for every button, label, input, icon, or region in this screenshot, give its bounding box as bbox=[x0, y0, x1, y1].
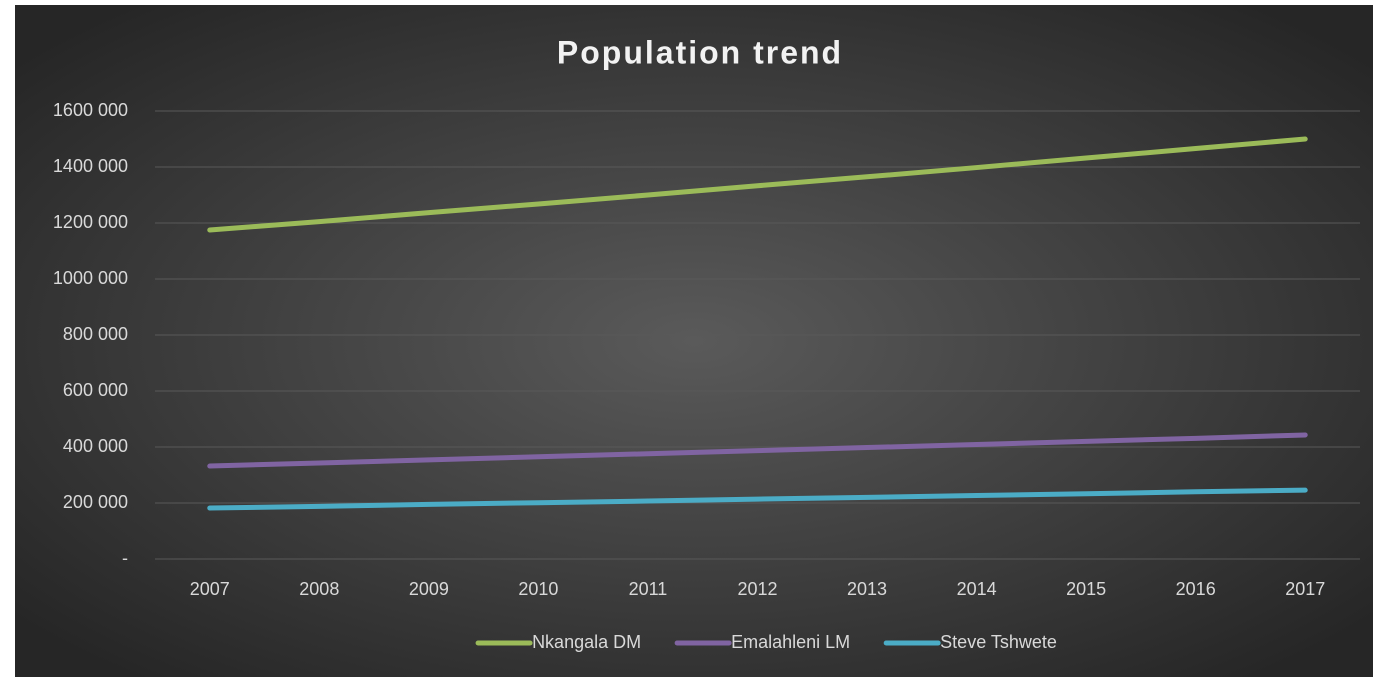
chart-title: Population trend bbox=[557, 34, 843, 70]
x-tick-label: 2008 bbox=[299, 579, 339, 599]
x-tick-label: 2011 bbox=[629, 579, 668, 599]
x-tick-label: 2016 bbox=[1176, 579, 1216, 599]
y-tick-label: 1200 000 bbox=[53, 212, 128, 232]
x-tick-label: 2013 bbox=[847, 579, 887, 599]
y-tick-label: 200 000 bbox=[63, 492, 128, 512]
y-tick-label: 400 000 bbox=[63, 436, 128, 456]
legend-label: Emalahleni LM bbox=[731, 632, 850, 652]
legend-label: Steve Tshwete bbox=[940, 632, 1057, 652]
y-tick-label: 1400 000 bbox=[53, 156, 128, 176]
legend-label: Nkangala DM bbox=[532, 632, 641, 652]
chart-background bbox=[15, 5, 1373, 677]
x-tick-label: 2017 bbox=[1285, 579, 1325, 599]
series-line bbox=[207, 432, 1308, 469]
x-tick-label: 2015 bbox=[1066, 579, 1106, 599]
y-tick-label: 1600 000 bbox=[53, 100, 128, 120]
x-tick-label: 2009 bbox=[409, 579, 449, 599]
y-tick-label: 600 000 bbox=[63, 380, 128, 400]
series-line bbox=[207, 136, 1308, 233]
x-tick-label: 2007 bbox=[190, 579, 230, 599]
x-tick-label: 2010 bbox=[518, 579, 558, 599]
x-tick-label: 2012 bbox=[737, 579, 777, 599]
y-tick-label: 800 000 bbox=[63, 324, 128, 344]
y-tick-label: - bbox=[122, 548, 128, 568]
x-tick-label: 2014 bbox=[957, 579, 997, 599]
series-line bbox=[207, 487, 1308, 511]
y-tick-label: 1000 000 bbox=[53, 268, 128, 288]
